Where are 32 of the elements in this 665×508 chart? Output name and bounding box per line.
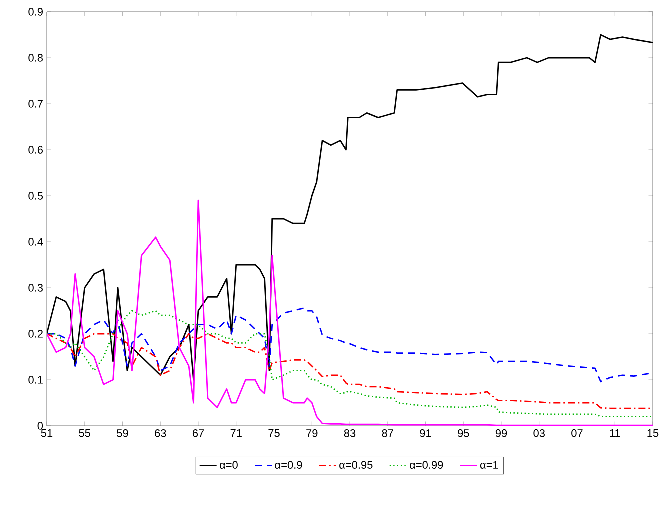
x-tick-label: 03	[534, 430, 545, 438]
y-tick-label: 0.6	[28, 146, 43, 154]
x-tick-label: 95	[458, 430, 470, 438]
legend-label: α=1	[480, 461, 498, 469]
y-tick-label: 0	[38, 422, 44, 430]
x-tick-label: 59	[117, 430, 128, 438]
y-tick-label: 0.9	[28, 8, 43, 16]
x-tick-label: 55	[79, 430, 90, 438]
x-tick-label: 63	[155, 430, 166, 438]
x-tick-label: 71	[230, 430, 242, 438]
x-tick-label: 07	[572, 430, 583, 438]
x-tick-label: 67	[192, 430, 204, 438]
x-tick-label: 99	[496, 430, 508, 438]
x-tick-label: 11	[610, 430, 620, 438]
y-tick-label: 0.2	[28, 330, 43, 338]
y-tick-label: 0.3	[28, 284, 43, 292]
x-tick-label: 91	[420, 430, 432, 438]
y-tick-label: 0.5	[28, 192, 44, 200]
y-tick-label: 0.8	[28, 54, 43, 62]
y-tick-label: 0.1	[28, 376, 43, 384]
x-tick-label: 79	[306, 430, 318, 438]
legend-label: α=0	[220, 461, 238, 469]
x-tick-label: 15	[648, 430, 659, 438]
legend-label: α=0.9	[275, 461, 302, 469]
legend-label: α=0.95	[340, 461, 373, 469]
x-tick-label: 75	[268, 430, 280, 438]
x-tick-label: 87	[382, 430, 394, 438]
y-tick-label: 0.7	[28, 100, 43, 108]
x-tick-label: 83	[344, 430, 356, 438]
y-tick-label: 0.4	[28, 238, 44, 246]
legend-label: α=0.99	[410, 461, 444, 469]
x-tick-label: 51	[41, 430, 53, 438]
